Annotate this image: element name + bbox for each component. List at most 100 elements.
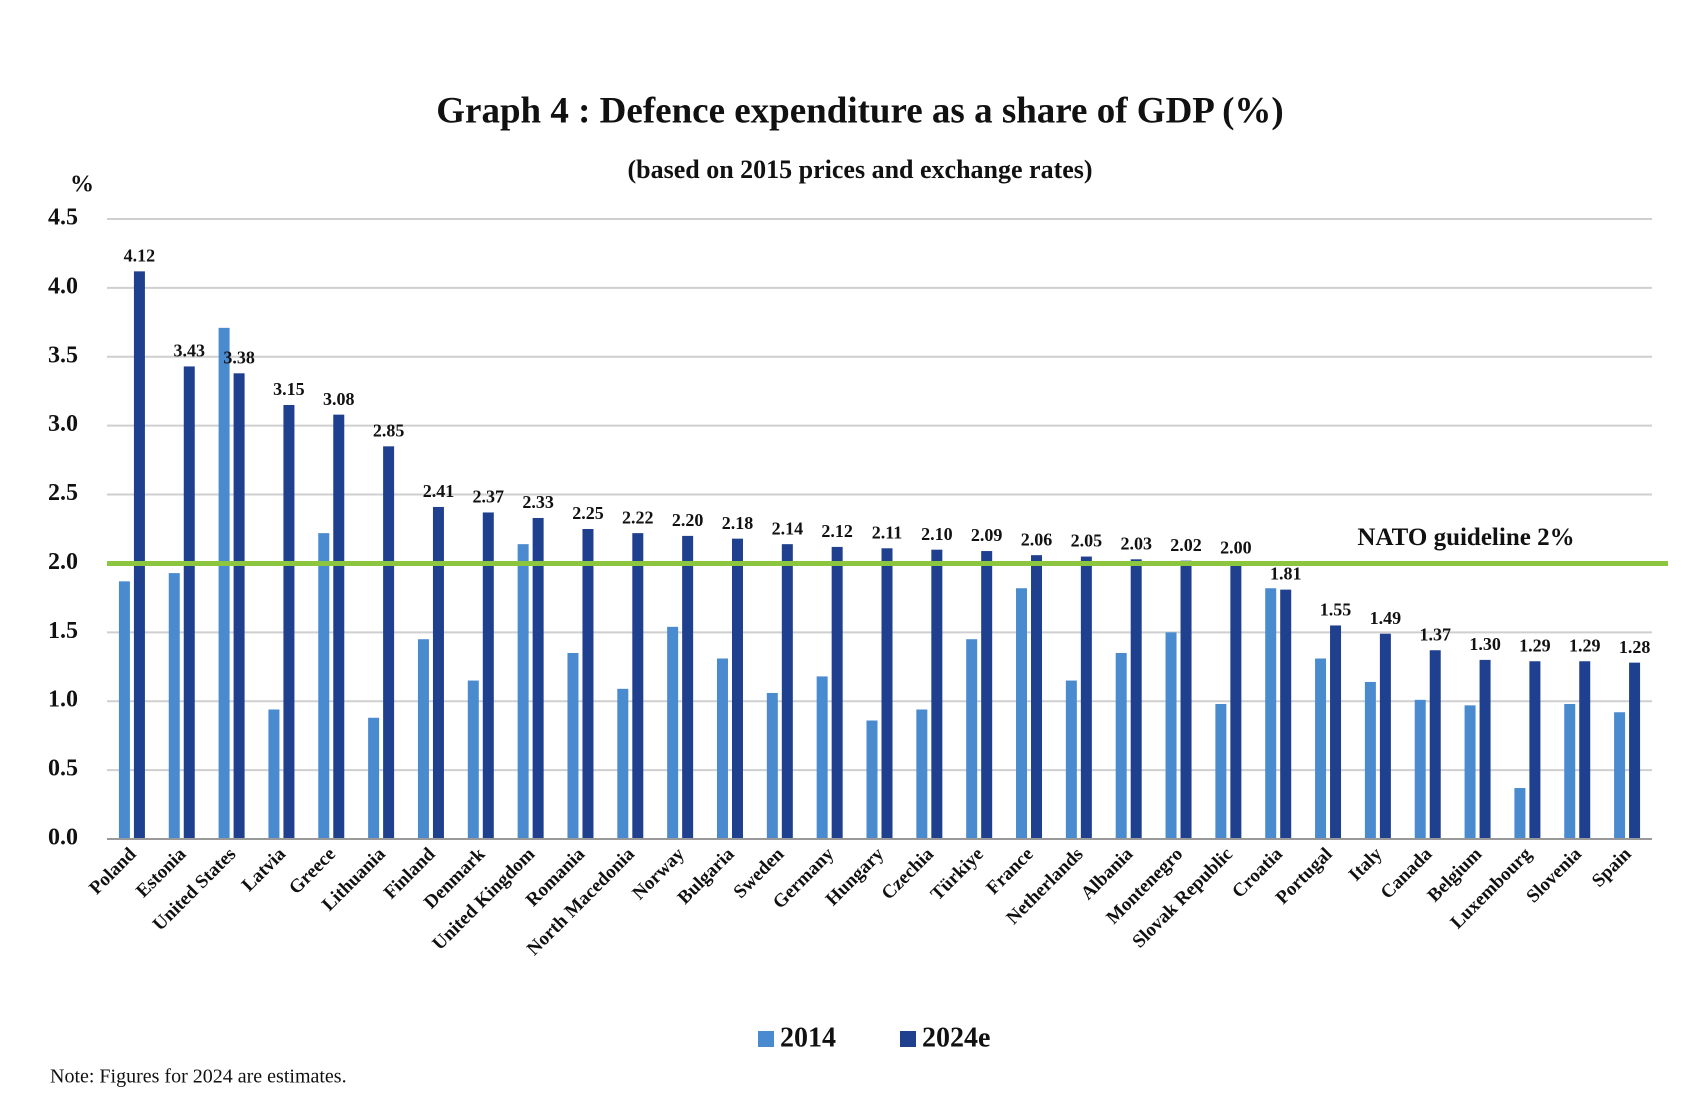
legend-label: 2014 bbox=[780, 1022, 836, 1053]
bar bbox=[268, 709, 280, 839]
bar bbox=[1230, 563, 1242, 839]
data-label: 2.12 bbox=[821, 521, 853, 541]
bar bbox=[218, 327, 230, 839]
y-axis-label: % bbox=[70, 172, 94, 198]
bar bbox=[831, 546, 843, 839]
data-label: 2.18 bbox=[722, 513, 754, 533]
x-tick-label: Spain bbox=[1588, 843, 1636, 891]
x-tick-label: Poland bbox=[85, 843, 140, 898]
bar bbox=[1614, 712, 1626, 839]
bar bbox=[1031, 555, 1043, 839]
bar bbox=[816, 676, 828, 839]
bar bbox=[916, 709, 928, 839]
data-label: 2.05 bbox=[1071, 531, 1103, 551]
data-label: 1.29 bbox=[1519, 635, 1551, 655]
bar bbox=[168, 573, 180, 839]
data-label: 2.09 bbox=[971, 525, 1003, 545]
data-label: 1.30 bbox=[1469, 634, 1501, 654]
bar bbox=[716, 658, 728, 839]
data-label: 2.33 bbox=[522, 492, 554, 512]
data-label: 2.03 bbox=[1120, 533, 1152, 553]
x-tick-label: Türkiye bbox=[927, 844, 988, 905]
legend-swatch bbox=[900, 1031, 916, 1047]
bar bbox=[1265, 588, 1277, 839]
chart-subtitle: (based on 2015 prices and exchange rates… bbox=[627, 155, 1092, 184]
data-label: 1.29 bbox=[1569, 635, 1601, 655]
data-label: 3.38 bbox=[223, 347, 255, 367]
x-tick-label: Slovenia bbox=[1522, 843, 1586, 907]
bar bbox=[931, 549, 943, 839]
bar bbox=[432, 506, 444, 839]
bar bbox=[1379, 633, 1391, 839]
bar bbox=[881, 548, 893, 839]
y-tick-label: 1.5 bbox=[48, 618, 78, 644]
bar bbox=[383, 446, 395, 839]
bar bbox=[1065, 680, 1077, 839]
bar bbox=[1564, 703, 1576, 839]
data-label: 3.15 bbox=[273, 379, 305, 399]
x-tick-label: Czechia bbox=[878, 843, 939, 904]
y-tick-label: 4.0 bbox=[48, 273, 78, 299]
data-label: 2.10 bbox=[921, 524, 953, 544]
note: Note: Figures for 2024 are estimates. bbox=[50, 1066, 347, 1088]
bar bbox=[233, 373, 245, 839]
bar bbox=[1330, 625, 1342, 839]
bar bbox=[1529, 661, 1541, 839]
bar bbox=[866, 720, 878, 839]
data-label: 2.85 bbox=[373, 420, 405, 440]
bar bbox=[118, 581, 130, 839]
bar bbox=[482, 512, 494, 839]
bar bbox=[567, 653, 579, 839]
data-label: 2.02 bbox=[1170, 535, 1202, 555]
bar bbox=[1464, 705, 1476, 839]
bar bbox=[1016, 588, 1028, 839]
data-label: 2.25 bbox=[572, 503, 604, 523]
bar bbox=[368, 717, 380, 839]
bar bbox=[667, 626, 679, 839]
bar bbox=[283, 405, 295, 839]
legend-swatch bbox=[758, 1031, 774, 1047]
bar bbox=[1364, 681, 1376, 839]
bar bbox=[632, 533, 644, 839]
bar bbox=[183, 366, 195, 839]
bar bbox=[1429, 650, 1441, 839]
bar bbox=[1180, 560, 1192, 839]
y-tick-label: 0.5 bbox=[48, 756, 78, 782]
y-tick-label: 2.0 bbox=[48, 549, 78, 575]
bar bbox=[467, 680, 479, 839]
bar bbox=[1629, 662, 1641, 839]
bar bbox=[582, 529, 594, 839]
data-label: 2.37 bbox=[473, 487, 505, 507]
bar bbox=[1414, 699, 1426, 839]
bar bbox=[682, 535, 694, 839]
reference-label: NATO guideline 2% bbox=[1357, 524, 1574, 551]
bar bbox=[1280, 589, 1292, 839]
bar bbox=[1130, 559, 1142, 839]
bar bbox=[517, 544, 529, 839]
bar bbox=[318, 533, 330, 839]
data-label: 3.43 bbox=[174, 341, 206, 361]
data-label: 2.11 bbox=[872, 522, 903, 542]
bar bbox=[1165, 632, 1177, 839]
data-label: 1.55 bbox=[1320, 600, 1352, 620]
bar bbox=[981, 551, 993, 839]
bar bbox=[781, 544, 793, 839]
bar bbox=[532, 517, 544, 839]
bar bbox=[766, 692, 778, 839]
y-tick-label: 3.0 bbox=[48, 411, 78, 437]
x-tick-label: Bulgaria bbox=[674, 843, 739, 908]
y-tick-label: 0.0 bbox=[48, 825, 78, 851]
bar bbox=[417, 639, 429, 839]
data-label: 3.08 bbox=[323, 389, 355, 409]
x-tick-label: Latvia bbox=[238, 843, 291, 896]
data-label: 4.12 bbox=[124, 245, 156, 265]
bar bbox=[1514, 788, 1526, 839]
bar bbox=[617, 688, 629, 839]
x-tick-label: Italy bbox=[1345, 843, 1387, 885]
bar bbox=[731, 538, 743, 839]
bar bbox=[1479, 659, 1491, 839]
y-tick-label: 3.5 bbox=[48, 342, 78, 368]
bar bbox=[1115, 653, 1127, 839]
y-tick-label: 2.5 bbox=[48, 480, 78, 506]
